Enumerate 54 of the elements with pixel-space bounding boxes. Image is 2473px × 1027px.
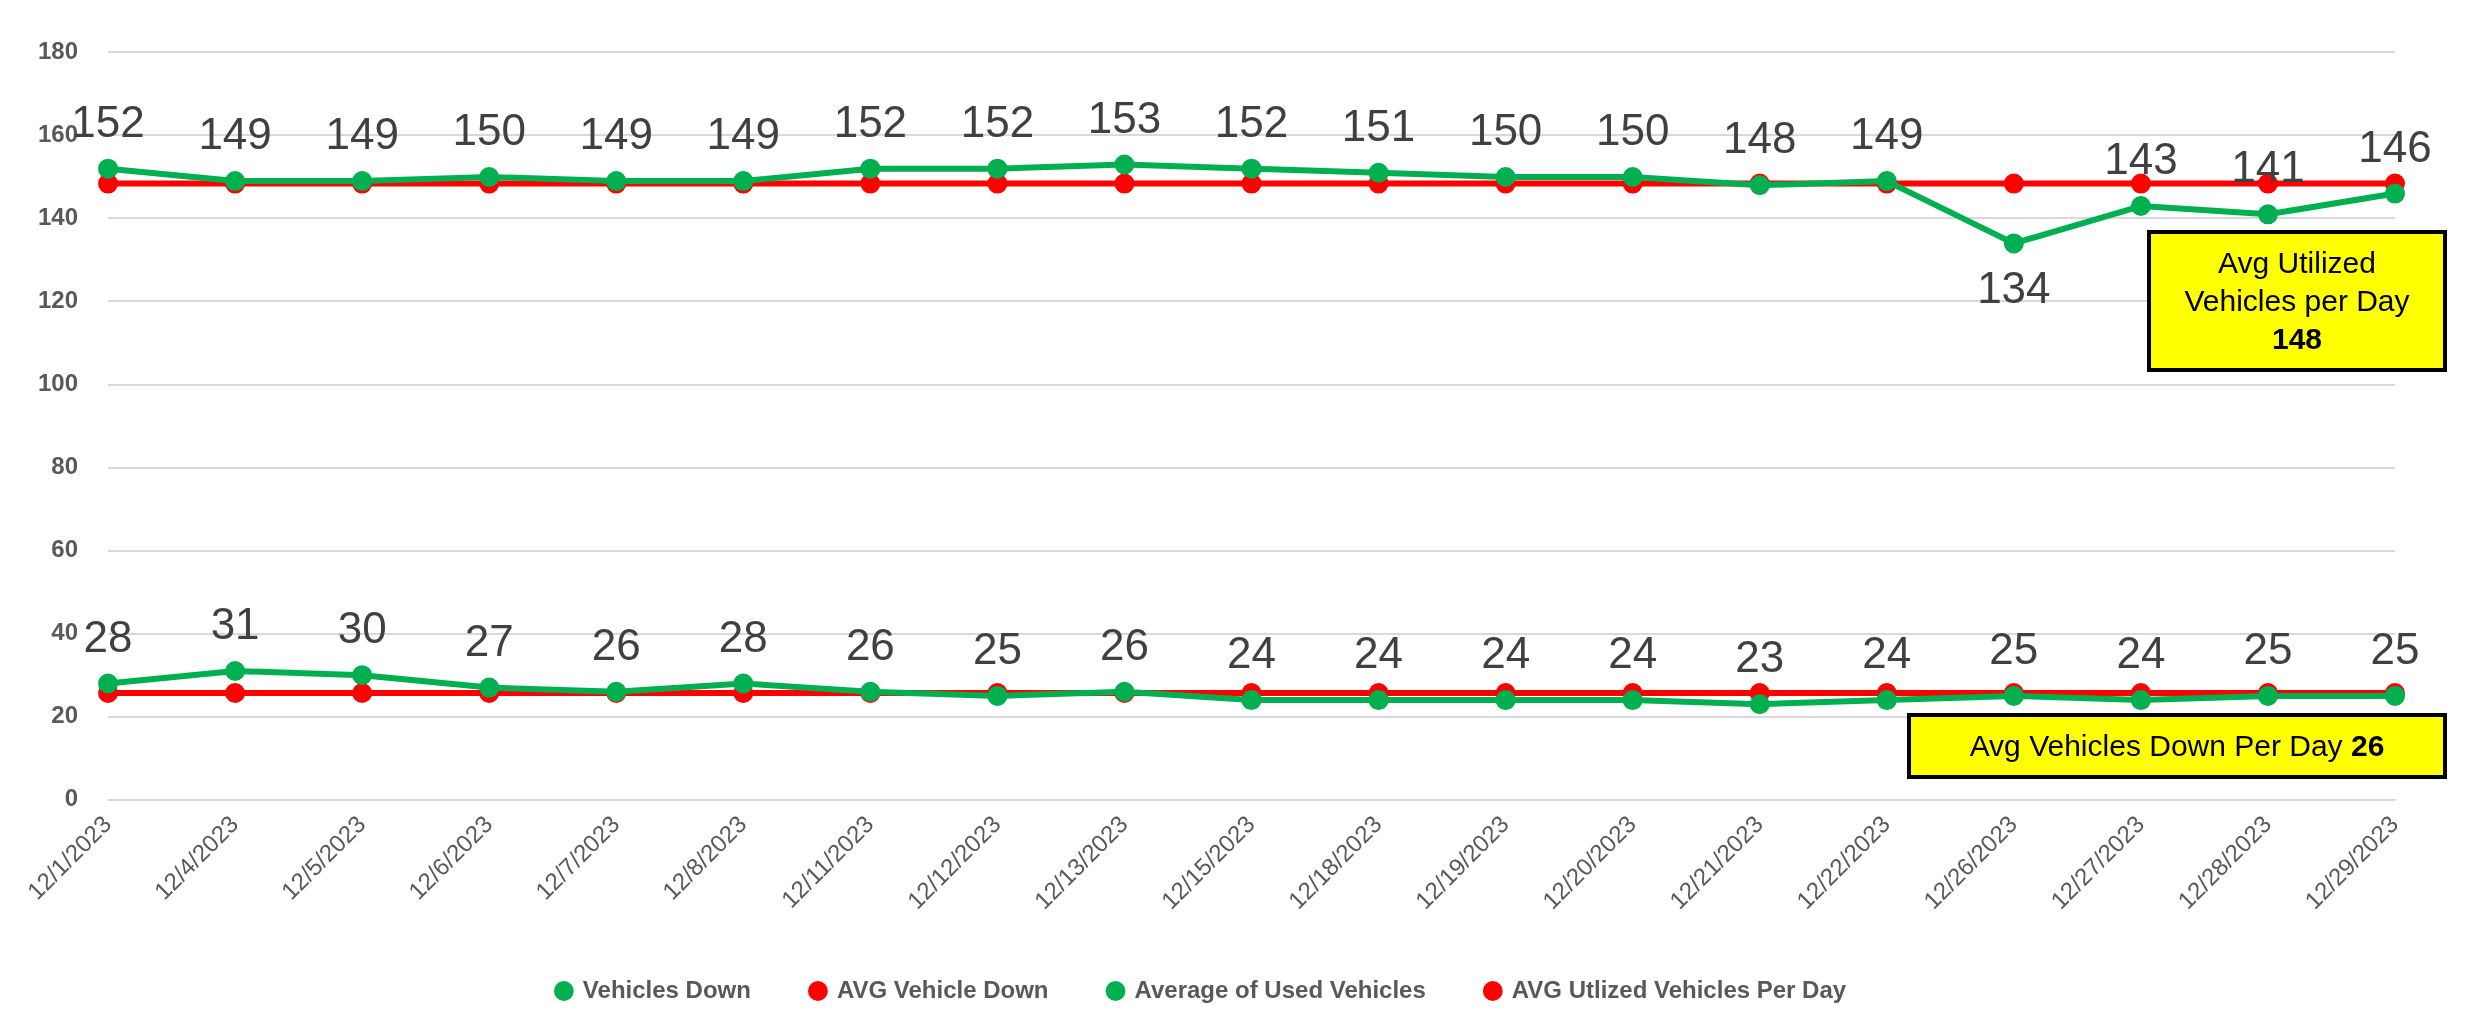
legend-label: AVG Utlized Vehicles Per Day (1511, 975, 1847, 1003)
legend-label: AVG Vehicle Down (836, 975, 1049, 1003)
y-tick-label: 0 (64, 784, 79, 812)
data-label: 150 (1595, 105, 1670, 155)
data-label: 143 (2104, 134, 2178, 184)
data-label: 25 (972, 624, 1022, 674)
data-label: 25 (2243, 624, 2293, 674)
data-label: 134 (1977, 262, 2051, 312)
data-label: 149 (198, 109, 272, 159)
y-tick-label: 120 (38, 286, 79, 314)
data-label: 146 (2358, 121, 2432, 171)
data-label: 24 (1608, 628, 1658, 678)
text-box: Avg Utilized Vehicles per Day 148 (2147, 230, 2447, 372)
data-label: 149 (706, 109, 781, 159)
data-label: 24 (1227, 628, 1276, 678)
y-tick-label: 60 (51, 535, 79, 563)
data-label: 28 (718, 611, 768, 661)
annotation: Avg Utilized Vehicles per Day 148 (2184, 246, 2410, 355)
data-label: 25 (2370, 624, 2420, 674)
y-tick-label: 140 (38, 203, 79, 231)
data-label: 31 (210, 599, 260, 649)
data-label: 25 (1989, 624, 2039, 674)
data-label: 151 (1341, 100, 1416, 150)
data-label: 152 (833, 96, 908, 146)
y-tick-label: 20 (51, 701, 79, 729)
data-label: 24 (2116, 628, 2166, 678)
data-label: 24 (1862, 628, 1912, 678)
data-label: 149 (1850, 109, 1924, 159)
text-box: Avg Vehicles Down Per Day 26 (1907, 713, 2447, 779)
data-label: 148 (1723, 113, 1797, 163)
data-label: 152 (1214, 96, 1289, 146)
legend-label: Vehicles Down (582, 975, 751, 1003)
data-label: 149 (579, 109, 653, 159)
y-tick-label: 100 (38, 369, 79, 397)
data-label: 26 (1099, 619, 1149, 669)
annotation: Avg Vehicles Down Per Day 26 (1969, 729, 2385, 762)
data-label: 27 (464, 615, 514, 665)
y-tick-label: 180 (38, 37, 79, 65)
data-label: 26 (845, 619, 895, 669)
data-label: 150 (452, 105, 526, 155)
data-label: 28 (83, 611, 133, 661)
y-tick-label: 80 (51, 452, 79, 480)
data-label: 30 (337, 603, 387, 653)
data-label: 26 (591, 619, 641, 669)
data-label: 24 (1481, 628, 1531, 678)
y-tick-label: 40 (51, 618, 79, 646)
data-label: 150 (1468, 105, 1543, 155)
legend-label: Average of Used Vehicles (1134, 975, 1426, 1003)
data-label: 153 (1087, 92, 1162, 142)
data-label: 23 (1735, 632, 1785, 682)
data-label: 152 (960, 96, 1035, 146)
data-label: 141 (2231, 142, 2305, 192)
data-label: 24 (1354, 628, 1404, 678)
data-label: 149 (325, 109, 399, 159)
